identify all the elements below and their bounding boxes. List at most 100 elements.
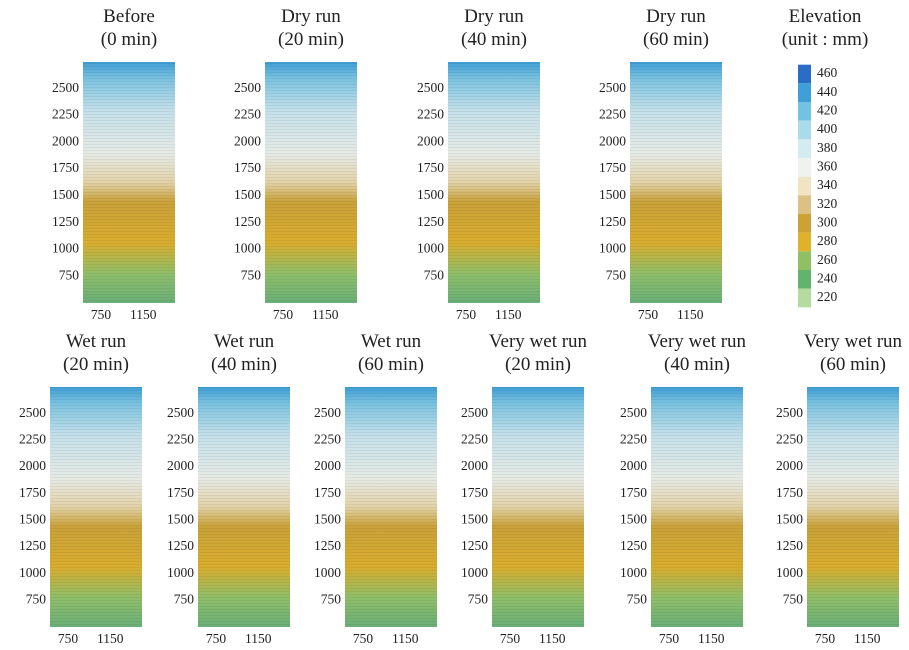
- panel-subtitle: (20 min): [278, 29, 344, 50]
- colorbar-band: [798, 65, 811, 84]
- y-tick-label: 1000: [52, 241, 79, 256]
- colorbar-tick-label: 300: [817, 214, 838, 229]
- y-tick-label: 1000: [461, 565, 488, 580]
- y-tick-label: 1750: [620, 485, 647, 500]
- y-tick-label: 1500: [52, 187, 79, 202]
- dem-texture: [198, 387, 290, 627]
- y-tick-label: 1250: [599, 214, 626, 229]
- x-tick-label: 750: [456, 307, 477, 322]
- y-tick-label: 1250: [620, 538, 647, 553]
- panel-title: Wet run: [361, 331, 422, 352]
- dem-texture: [651, 387, 743, 627]
- x-tick-label: 750: [273, 307, 294, 322]
- colorbar-band: [798, 233, 811, 252]
- panel-subtitle: (60 min): [820, 354, 886, 375]
- y-tick-label: 1250: [234, 214, 261, 229]
- colorbar-band: [798, 177, 811, 196]
- colorbar-band: [798, 251, 811, 270]
- y-tick-label: 2500: [599, 80, 626, 95]
- y-tick-label: 2500: [461, 405, 488, 420]
- y-tick-label: 1750: [167, 485, 194, 500]
- y-tick-label: 1500: [461, 511, 488, 526]
- y-tick-label: 2500: [776, 405, 803, 420]
- y-tick-label: 1250: [461, 538, 488, 553]
- y-tick-label: 2500: [167, 405, 194, 420]
- y-tick-label: 1500: [19, 511, 46, 526]
- y-tick-label: 1000: [599, 241, 626, 256]
- x-tick-label: 1150: [245, 631, 272, 645]
- y-tick-label: 1750: [52, 160, 79, 175]
- y-tick-label: 750: [627, 591, 648, 606]
- y-tick-label: 2500: [19, 405, 46, 420]
- panel-title: Very wet run: [489, 331, 588, 352]
- y-tick-label: 1500: [599, 187, 626, 202]
- x-tick-label: 750: [91, 307, 112, 322]
- colorbar-band: [798, 139, 811, 158]
- y-tick-label: 2500: [52, 80, 79, 95]
- x-tick-label: 750: [659, 631, 680, 645]
- colorbar-band: [798, 121, 811, 140]
- colorbar-tick-label: 360: [817, 158, 838, 173]
- x-tick-label: 1150: [698, 631, 725, 645]
- y-tick-label: 1250: [167, 538, 194, 553]
- x-tick-label: 750: [638, 307, 659, 322]
- colorbar-tick-label: 380: [817, 140, 838, 155]
- colorbar-tick-label: 420: [817, 102, 838, 117]
- panel-subtitle: (40 min): [461, 29, 527, 50]
- colorbar-band: [798, 83, 811, 102]
- y-tick-label: 750: [321, 591, 342, 606]
- dem-texture: [807, 387, 899, 627]
- y-tick-label: 2000: [599, 133, 626, 148]
- x-tick-label: 1150: [392, 631, 419, 645]
- dem-texture: [345, 387, 437, 627]
- colorbar-tick-label: 260: [817, 252, 838, 267]
- y-tick-label: 1250: [19, 538, 46, 553]
- x-tick-label: 1150: [539, 631, 566, 645]
- x-tick-label: 1150: [97, 631, 124, 645]
- panel-title: Before: [103, 6, 155, 27]
- colorbar-tick-label: 400: [817, 121, 838, 136]
- colorbar-title: Elevation: [789, 6, 862, 27]
- colorbar-subtitle: (unit : mm): [782, 29, 869, 50]
- colorbar-tick-label: 320: [817, 196, 838, 211]
- y-tick-label: 2250: [234, 107, 261, 122]
- y-tick-label: 1750: [234, 160, 261, 175]
- y-tick-label: 1750: [19, 485, 46, 500]
- panel-title: Very wet run: [804, 331, 903, 352]
- figure: Before(0 min)750100012501500175020002250…: [0, 0, 909, 645]
- y-tick-label: 2000: [461, 458, 488, 473]
- y-tick-label: 750: [468, 591, 489, 606]
- y-tick-label: 750: [424, 267, 445, 282]
- y-tick-label: 2500: [620, 405, 647, 420]
- x-tick-label: 750: [353, 631, 374, 645]
- y-tick-label: 2000: [52, 133, 79, 148]
- colorbar-tick-label: 340: [817, 177, 838, 192]
- colorbar-band: [798, 158, 811, 177]
- y-tick-label: 1250: [314, 538, 341, 553]
- y-tick-label: 1500: [776, 511, 803, 526]
- y-tick-label: 750: [59, 267, 80, 282]
- y-tick-label: 1000: [234, 241, 261, 256]
- panel-title: Dry run: [281, 6, 341, 27]
- colorbar-tick-label: 240: [817, 270, 838, 285]
- y-tick-label: 750: [241, 267, 262, 282]
- page: {"chart_data": [ {"type": "heatmap", "ti…: [0, 0, 909, 650]
- panel-title: Wet run: [66, 331, 127, 352]
- x-tick-label: 750: [815, 631, 836, 645]
- y-tick-label: 2000: [776, 458, 803, 473]
- y-tick-label: 2000: [417, 133, 444, 148]
- x-tick-label: 1150: [312, 307, 339, 322]
- y-tick-label: 750: [783, 591, 804, 606]
- y-tick-label: 1750: [417, 160, 444, 175]
- x-tick-label: 1150: [495, 307, 522, 322]
- y-tick-label: 1750: [314, 485, 341, 500]
- panel-subtitle: (60 min): [358, 354, 424, 375]
- y-tick-label: 1000: [167, 565, 194, 580]
- y-tick-label: 2250: [620, 431, 647, 446]
- colorbar-band: [798, 195, 811, 214]
- colorbar-tick-label: 220: [817, 289, 838, 304]
- x-tick-label: 1150: [130, 307, 157, 322]
- colorbar-band: [798, 289, 811, 308]
- y-tick-label: 2500: [234, 80, 261, 95]
- y-tick-label: 1250: [776, 538, 803, 553]
